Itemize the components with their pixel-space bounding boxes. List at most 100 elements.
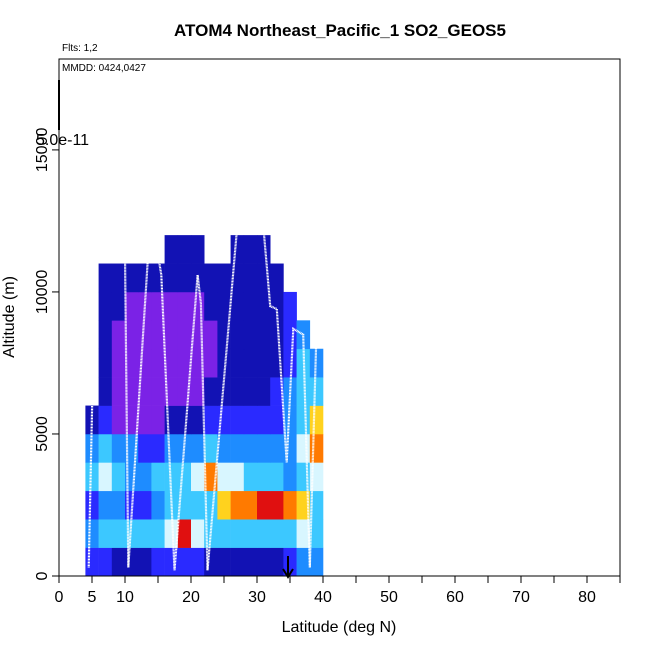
cell: [98, 547, 113, 577]
cell: [257, 320, 271, 350]
cell: [164, 377, 179, 406]
cell: [270, 291, 284, 321]
x-tick-label: 40: [314, 589, 332, 606]
cell: [217, 377, 231, 406]
cell: [257, 490, 271, 520]
cell: [111, 405, 126, 435]
cell: [309, 547, 324, 577]
cell: [177, 519, 192, 548]
cell: [243, 348, 258, 378]
cell: [230, 490, 245, 520]
cell: [230, 348, 245, 378]
cell: [138, 320, 152, 350]
flights-note: Flts: 1,2: [62, 43, 98, 54]
cell: [257, 433, 271, 463]
cell: [151, 377, 165, 406]
x-tick-label: 0: [55, 589, 64, 606]
cell: [111, 377, 126, 406]
cell: [177, 348, 192, 378]
cell: [85, 462, 99, 492]
cell: [138, 433, 152, 463]
cell: [230, 235, 245, 264]
cell: [296, 405, 311, 435]
cell: [243, 235, 258, 264]
cell: [191, 405, 205, 435]
cell: [270, 405, 284, 435]
cell: [164, 462, 179, 492]
cell: [177, 490, 192, 520]
cell: [257, 291, 271, 321]
cell: [111, 348, 126, 378]
cell: [283, 377, 297, 406]
y-axis-label: Altitude (m): [1, 276, 18, 358]
date-note: MMDD: 0424,0427: [62, 63, 146, 74]
cell: [177, 263, 192, 293]
cell: [217, 547, 231, 577]
cell: [309, 348, 324, 378]
cell: [283, 490, 297, 520]
cell: [217, 490, 231, 520]
cell: [296, 433, 311, 463]
cell: [164, 519, 179, 548]
cell: [217, 348, 231, 378]
cell: [164, 320, 179, 350]
cell: [111, 462, 126, 492]
cell: [191, 519, 205, 548]
cell: [125, 462, 139, 492]
cell: [164, 348, 179, 378]
cell: [283, 547, 297, 577]
x-tick-label: 30: [248, 589, 266, 606]
cell: [309, 377, 324, 406]
cell: [230, 377, 245, 406]
cell: [125, 263, 139, 293]
cell: [125, 547, 139, 577]
x-tick-label: 50: [380, 589, 398, 606]
cell: [270, 462, 284, 492]
cell: [125, 377, 139, 406]
cell: [243, 405, 258, 435]
cell: [283, 405, 297, 435]
cell: [138, 519, 152, 548]
y-tick-label: 10000: [34, 270, 51, 315]
cell: [243, 462, 258, 492]
cell: [257, 377, 271, 406]
cell: [98, 405, 113, 435]
cell: [151, 263, 165, 293]
cell: [243, 519, 258, 548]
cell: [243, 433, 258, 463]
overlay: [87, 225, 318, 571]
cell: [151, 547, 165, 577]
cell: [85, 490, 99, 520]
cell: [270, 377, 284, 406]
cell: [217, 291, 231, 321]
cell: [85, 547, 99, 577]
cell: [191, 433, 205, 463]
cell: [243, 291, 258, 321]
direction-arrow: [282, 556, 294, 579]
chart-title: ATOM4 Northeast_Pacific_1 SO2_GEOS5: [174, 21, 506, 40]
cell: [164, 433, 179, 463]
cell: [296, 547, 311, 577]
cell: [296, 519, 311, 548]
cell: [309, 519, 324, 548]
cell: [296, 377, 311, 406]
cell: [270, 547, 284, 577]
heatmap: [85, 235, 324, 577]
cell: [257, 235, 271, 264]
cell: [230, 519, 245, 548]
cell: [125, 348, 139, 378]
cell: [191, 235, 205, 264]
cell: [98, 348, 113, 378]
cell: [270, 348, 284, 378]
cell: [85, 519, 99, 548]
cell: [191, 462, 205, 492]
cell: [98, 320, 113, 350]
cell: [283, 519, 297, 548]
cell: [283, 348, 297, 378]
cell: [217, 462, 231, 492]
cell: [111, 291, 126, 321]
cell: [125, 320, 139, 350]
cell: [270, 433, 284, 463]
